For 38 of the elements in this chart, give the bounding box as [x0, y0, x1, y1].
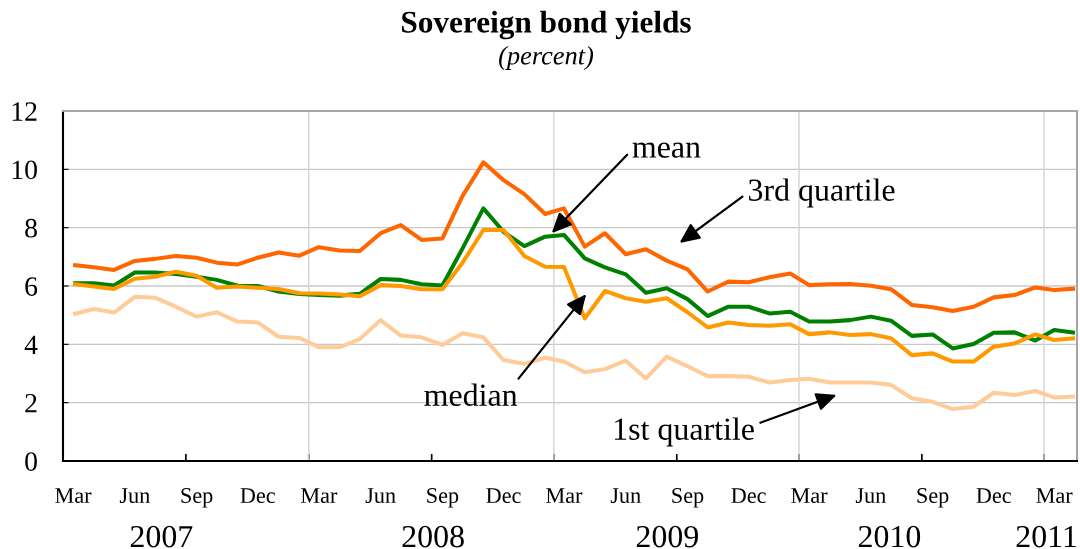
line-series	[71, 160, 1077, 314]
y-tick-label: 10	[12, 160, 37, 180]
line-series	[71, 227, 1077, 364]
text: 2007	[130, 525, 193, 548]
text: 2011	[1016, 525, 1077, 548]
line-series	[71, 294, 1077, 412]
x-tick-label: Mar	[300, 488, 338, 504]
y-tick-label: 0	[25, 452, 37, 471]
y-tick-label: 12	[12, 102, 37, 121]
x-tick-label: Dec	[731, 488, 766, 504]
y-tick-label: 4	[24, 335, 38, 354]
text: mean	[632, 142, 701, 158]
y-tick-label: 2	[25, 393, 37, 413]
x-tick-label: Sep	[427, 488, 459, 508]
text: median	[424, 383, 518, 406]
x-tick-label: Sep	[181, 488, 213, 508]
x-tick-label: Dec	[976, 488, 1011, 504]
x-tick-label: Dec	[486, 488, 521, 504]
text: 2009	[636, 525, 698, 548]
x-tick-label: Mar	[55, 488, 92, 504]
series-label: 1st quartile	[614, 417, 754, 447]
x-tick-label: Jun	[855, 488, 886, 504]
x-tick-label: Sep	[672, 488, 704, 508]
x-tick-label: Jun	[119, 488, 150, 504]
y-tick-label: 8	[25, 218, 37, 238]
x-tick-label: Jun	[365, 488, 396, 504]
x-tick-label: Mar	[791, 488, 828, 504]
text: 3rd quartile	[748, 178, 895, 208]
x-tick-label: Dec	[240, 488, 275, 504]
x-tick-label: Sep	[917, 488, 949, 508]
y-tick-label: 6	[25, 277, 38, 296]
x-tick-label: Mar	[1036, 488, 1073, 504]
chart-subtitle: (percent)	[499, 46, 594, 70]
text: 2008	[402, 525, 464, 548]
x-tick-label: Jun	[610, 488, 641, 504]
text: 2010	[858, 525, 921, 548]
x-tick-label: Mar	[546, 488, 583, 504]
chart-title: Sovereign bond yields	[402, 10, 691, 40]
